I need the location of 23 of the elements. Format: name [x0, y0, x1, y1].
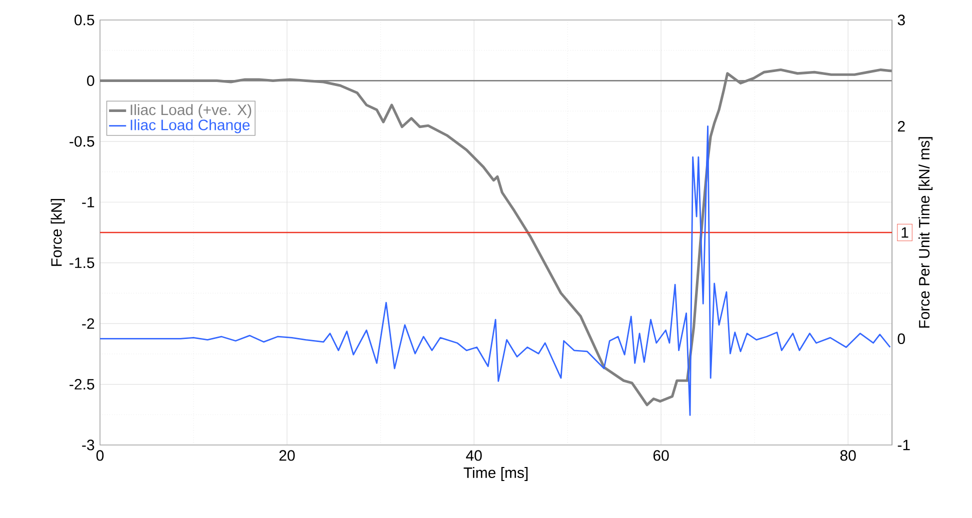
y-tick-label: 0 [87, 75, 94, 86]
legend-label: Iliac Load Change [130, 119, 250, 134]
y-tick-label: -3 [82, 440, 94, 450]
x-axis-title: Time [ms] [464, 467, 528, 481]
y-tick-label: -2.5 [70, 378, 94, 390]
y-tick-label: -0.5 [70, 136, 94, 147]
x-tick-label: 40 [466, 450, 482, 461]
y2-tick-label: -1 [898, 440, 910, 450]
y-tick-label: -1.5 [70, 258, 94, 268]
y2-tick-label: 1 [902, 227, 908, 238]
x-tick-label: 60 [653, 450, 669, 461]
y-tick-label: -2 [82, 318, 94, 329]
x-tick-label: 20 [279, 450, 295, 461]
x-tick-label: 80 [840, 450, 856, 461]
y-tick-label: -1 [82, 196, 94, 208]
legend-label: Iliac Load (+ve. X) [130, 104, 252, 118]
y2-axis-title: Force Per Unit Time [kN/ ms] [918, 137, 933, 328]
y-tick-label: 0.5 [74, 14, 94, 26]
y-axis-title: Force [kN] [50, 198, 65, 266]
y2-tick-label: 2 [898, 120, 905, 132]
y2-tick-label: 0 [898, 333, 905, 344]
y2-tick-label: 3 [898, 14, 905, 26]
x-tick-label: 0 [96, 450, 104, 461]
